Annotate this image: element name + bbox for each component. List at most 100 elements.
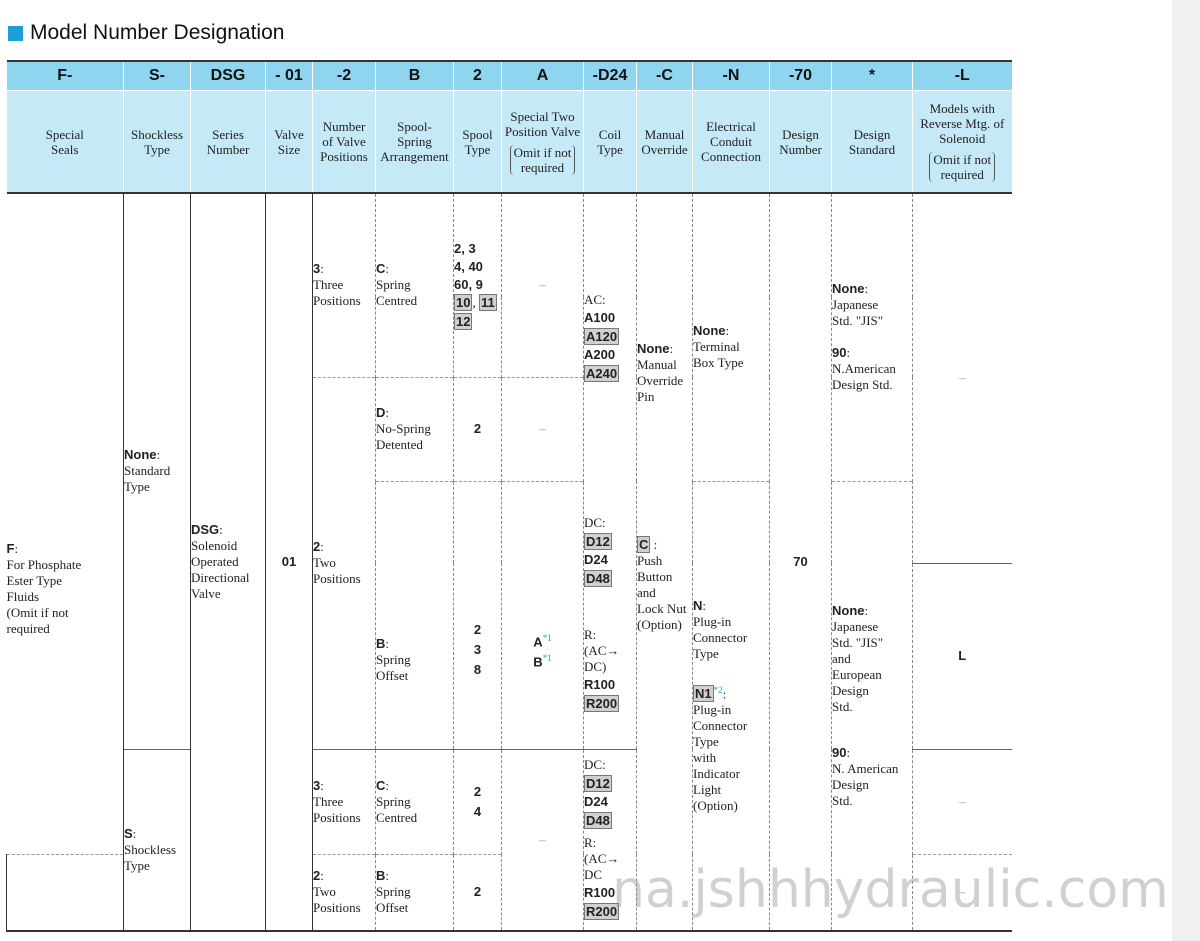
omit-note: Omit if not required: [509, 144, 576, 175]
text-line: Box Type: [693, 355, 744, 371]
coil-code: D24: [584, 552, 608, 568]
conduit-none-cell: None: Terminal Box Type: [692, 193, 770, 481]
text-line: 2: [473, 783, 482, 799]
text-line: Offset: [376, 668, 409, 683]
page-margin: [1172, 0, 1200, 941]
coil-code: D24: [584, 794, 608, 810]
text-line: Spring: [397, 134, 432, 149]
text-line: Type: [464, 141, 491, 157]
text-line: Japanese: [832, 618, 879, 634]
watermark: na.jshhhydraulic.com: [612, 860, 1169, 920]
text-line: (AC→: [584, 851, 620, 867]
seals-bottom-cell: [6, 853, 124, 932]
text-line: Ester Type: [6, 572, 63, 588]
table-row: S: Shockless Type 3: Three Positions C: Sp…: [7, 748, 1012, 932]
desc-positions: Number of Valve Positions: [312, 90, 376, 194]
text-line: 2: [473, 622, 482, 637]
coil-dc-cell: DC: D12 D24 D48 R: (AC→ DC) R100 R200: [583, 481, 637, 749]
coil-code: D48: [584, 812, 612, 830]
text-line: Spool: [462, 126, 493, 142]
special-ab-cell: A*1 B*1: [501, 480, 584, 749]
text-line: Positions: [313, 809, 361, 825]
shockless-s-cell: S: Shockless Type: [123, 748, 191, 932]
text-line: Models with: [929, 101, 995, 116]
text-line: Manual: [644, 126, 685, 142]
spool-type-cell: 2: [453, 853, 502, 932]
text-line: with: [693, 749, 717, 765]
coil-code: D12: [584, 533, 612, 551]
text-line: Spool-: [397, 119, 432, 134]
text-line: DC): [584, 659, 607, 675]
text-line: Reverse Mtg. of: [920, 116, 1005, 131]
coil-s-cell: DC: D12 D24 D48 R: (AC→ DC R100 R200: [583, 748, 637, 932]
positions-two-cell: 2: Two Positions: [312, 853, 376, 932]
code-cell: F-: [6, 60, 124, 91]
text-line: and: [637, 584, 656, 600]
code-cell: 2: [453, 60, 502, 91]
code-row: F- S- DSG - 01 -2 B 2 A -D24 -C -N -70 *…: [6, 60, 1012, 91]
text-line: Valve: [274, 126, 304, 142]
text-line: Shockless: [131, 126, 183, 142]
desc-series: Series Number: [190, 90, 266, 194]
positions-three-cell: 3: Three Positions: [312, 193, 376, 377]
text-line: Seals: [51, 141, 79, 157]
model-number-table: F- S- DSG - 01 -2 B 2 A -D24 -C -N -70 *…: [6, 60, 1012, 932]
text-line: Position Valve: [504, 123, 581, 139]
text-line: (AC→: [584, 643, 620, 659]
coil-ac-cell: AC: A100 A120 A200 A240: [583, 193, 637, 481]
text-line: Type: [144, 141, 170, 157]
text-line: Type: [693, 645, 719, 661]
text-line: Two: [313, 555, 336, 570]
desc-special-two-position: Special Two Position Valve Omit if not requ…: [501, 90, 584, 194]
text-line: required: [520, 159, 565, 175]
spring-offset-cell: B: Spring Offset: [375, 853, 454, 932]
desc-design-standard: Design Standard: [831, 90, 913, 194]
text-line: 8: [473, 662, 482, 677]
text-line: No-Spring: [376, 421, 431, 436]
text-line: Plug-in: [693, 613, 732, 629]
special-dash-cell: –: [501, 376, 584, 481]
text-line: Design: [782, 126, 819, 142]
manual-c-cell: C : Push Button and Lock Nut (Option): [636, 481, 693, 932]
text-line: Spring: [376, 884, 411, 900]
text-line: Special Two: [510, 108, 575, 124]
text-line: For Phosphate: [6, 556, 82, 572]
desc-spool-type: Spool Type: [453, 90, 502, 194]
text-line: Operated: [191, 554, 239, 569]
text-line: Standard: [848, 141, 896, 157]
text-line: Override: [641, 141, 688, 157]
manual-none-cell: None: Manual Override Pin: [636, 193, 693, 481]
desc-manual-override: Manual Override: [636, 90, 693, 194]
spool-type-cell: 2, 3 4, 40 60, 9 10, 11 12: [453, 193, 502, 377]
text-line: Three: [313, 793, 344, 809]
text-line: Button: [637, 568, 673, 584]
text-line: (Option): [637, 616, 682, 632]
coil-code: D48: [584, 570, 612, 588]
text-line: and: [832, 650, 851, 666]
text-line: Light: [693, 781, 722, 797]
design-std-a-cell: None: Japanese Std. "JIS" 90: N.American D…: [831, 193, 913, 481]
text-line: European: [832, 666, 882, 682]
coil-code: A100: [584, 309, 616, 325]
heading-square-icon: [8, 25, 23, 41]
code-cell: B: [375, 60, 454, 91]
text-line: Std.: [832, 698, 853, 714]
text-line: Spring: [376, 652, 411, 667]
text-line: Number: [322, 119, 366, 134]
coil-code: A240: [584, 364, 620, 382]
spring-centred-cell: C: Spring Centred: [375, 193, 454, 377]
text-line: Type: [597, 141, 623, 157]
text-line: Design: [832, 776, 869, 792]
text-line: of Valve: [322, 134, 366, 149]
valve-size-cell: 01: [265, 193, 313, 932]
coil-code: R100: [584, 677, 616, 693]
text-line: Arrangement: [380, 149, 449, 164]
code-cell: -N: [692, 60, 770, 91]
text-line: Directional: [191, 570, 250, 585]
coil-code: R200: [584, 903, 620, 921]
text-line: Design: [853, 126, 891, 142]
table-row: 2: Two Positions D: No-Spring Detented 2 –: [7, 376, 1012, 749]
text-line: Fluids: [6, 588, 40, 604]
desc-design-number: Design Number: [769, 90, 832, 194]
